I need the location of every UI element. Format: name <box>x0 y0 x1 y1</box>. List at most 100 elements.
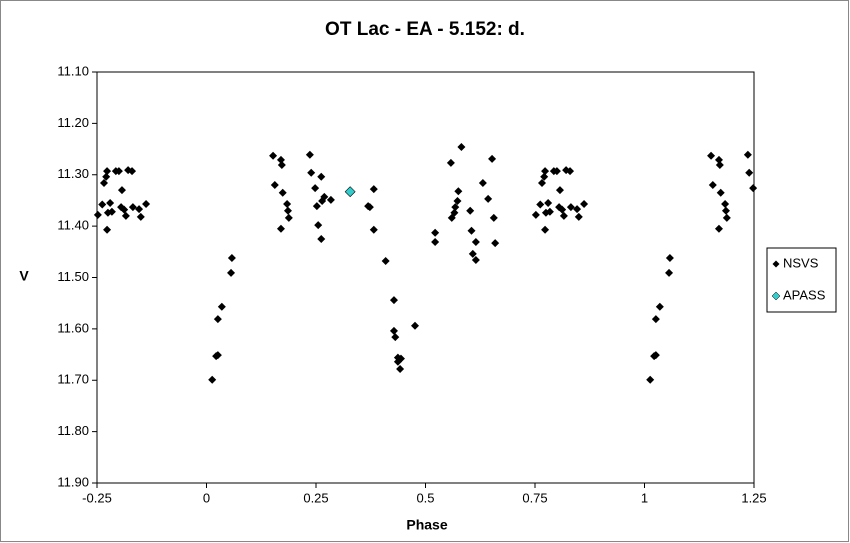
point <box>100 178 109 187</box>
point <box>312 202 321 211</box>
plot-area <box>96 71 755 484</box>
point <box>749 184 758 193</box>
point <box>307 168 316 177</box>
point <box>541 225 550 234</box>
point <box>545 207 554 216</box>
point <box>540 172 549 181</box>
point <box>555 186 564 195</box>
x-tick-label: 1.25 <box>741 490 766 505</box>
point <box>320 192 329 201</box>
point <box>276 224 285 233</box>
point <box>665 253 674 262</box>
x-tick-label: 1 <box>641 490 648 505</box>
point <box>721 200 730 209</box>
point <box>468 249 477 258</box>
point <box>227 268 236 277</box>
y-tick-label: 11.40 <box>57 218 89 233</box>
point <box>369 225 378 234</box>
point <box>283 200 292 209</box>
point <box>98 200 107 209</box>
point <box>745 168 754 177</box>
point <box>446 158 455 167</box>
point <box>491 239 500 248</box>
point <box>314 221 323 230</box>
point <box>651 315 660 324</box>
point <box>213 315 222 324</box>
point <box>410 321 419 330</box>
point <box>135 205 144 214</box>
point <box>365 203 374 212</box>
point <box>431 228 440 237</box>
y-tick-label: 11.20 <box>57 115 89 130</box>
point <box>531 210 540 219</box>
point <box>396 364 405 373</box>
y-tick-label: 11.10 <box>57 63 89 78</box>
y-tick-label: 11.70 <box>57 372 89 387</box>
x-tick-label: -0.25 <box>82 490 112 505</box>
point <box>213 351 222 360</box>
point <box>721 206 730 215</box>
point <box>102 172 111 181</box>
point <box>453 196 462 205</box>
point <box>278 188 287 197</box>
point <box>106 199 115 208</box>
point <box>381 257 390 266</box>
y-tick-label: 11.80 <box>57 423 89 438</box>
y-tick-label: 11.90 <box>57 474 89 489</box>
point <box>107 207 116 216</box>
legend-label: APASS <box>783 287 826 302</box>
point <box>450 208 459 217</box>
y-tick-label: 11.30 <box>57 166 89 181</box>
y-tick-label: 11.60 <box>57 320 89 335</box>
legend-box <box>766 247 837 313</box>
legend-marker <box>772 260 780 268</box>
legend-label: NSVS <box>783 255 819 270</box>
chart-title: OT Lac - EA - 5.152: d. <box>325 19 525 40</box>
point <box>655 302 664 311</box>
point <box>114 167 123 176</box>
point <box>317 234 326 243</box>
point <box>391 333 400 342</box>
point <box>566 203 575 212</box>
point <box>208 375 217 384</box>
point <box>276 155 285 164</box>
point <box>646 375 655 384</box>
point <box>326 195 335 204</box>
point <box>558 205 567 214</box>
point <box>573 205 582 214</box>
point <box>716 188 725 197</box>
point <box>389 326 398 335</box>
point <box>389 296 398 305</box>
point <box>651 351 660 360</box>
point <box>128 203 137 212</box>
point <box>136 212 145 221</box>
point <box>317 172 326 181</box>
x-tick-label: 0.75 <box>522 490 547 505</box>
point <box>580 200 589 209</box>
point <box>103 167 112 176</box>
x-tick-label: 0.25 <box>303 490 328 505</box>
point <box>665 268 674 277</box>
point <box>552 167 561 176</box>
point <box>117 186 126 195</box>
point <box>457 143 466 152</box>
x-axis-label: Phase <box>406 517 447 533</box>
point <box>484 194 493 203</box>
y-axis-label: V <box>19 268 29 284</box>
point <box>714 224 723 233</box>
point <box>93 210 102 219</box>
point <box>128 167 137 176</box>
point <box>707 151 716 160</box>
point <box>142 200 151 209</box>
point <box>344 186 356 198</box>
point <box>284 213 293 222</box>
point <box>544 199 553 208</box>
point <box>451 203 460 212</box>
point <box>217 302 226 311</box>
x-tick-label: 0.5 <box>416 490 434 505</box>
point <box>466 206 475 215</box>
x-tick-label: 0 <box>203 490 210 505</box>
point <box>536 200 545 209</box>
point <box>311 184 320 193</box>
point <box>471 238 480 247</box>
